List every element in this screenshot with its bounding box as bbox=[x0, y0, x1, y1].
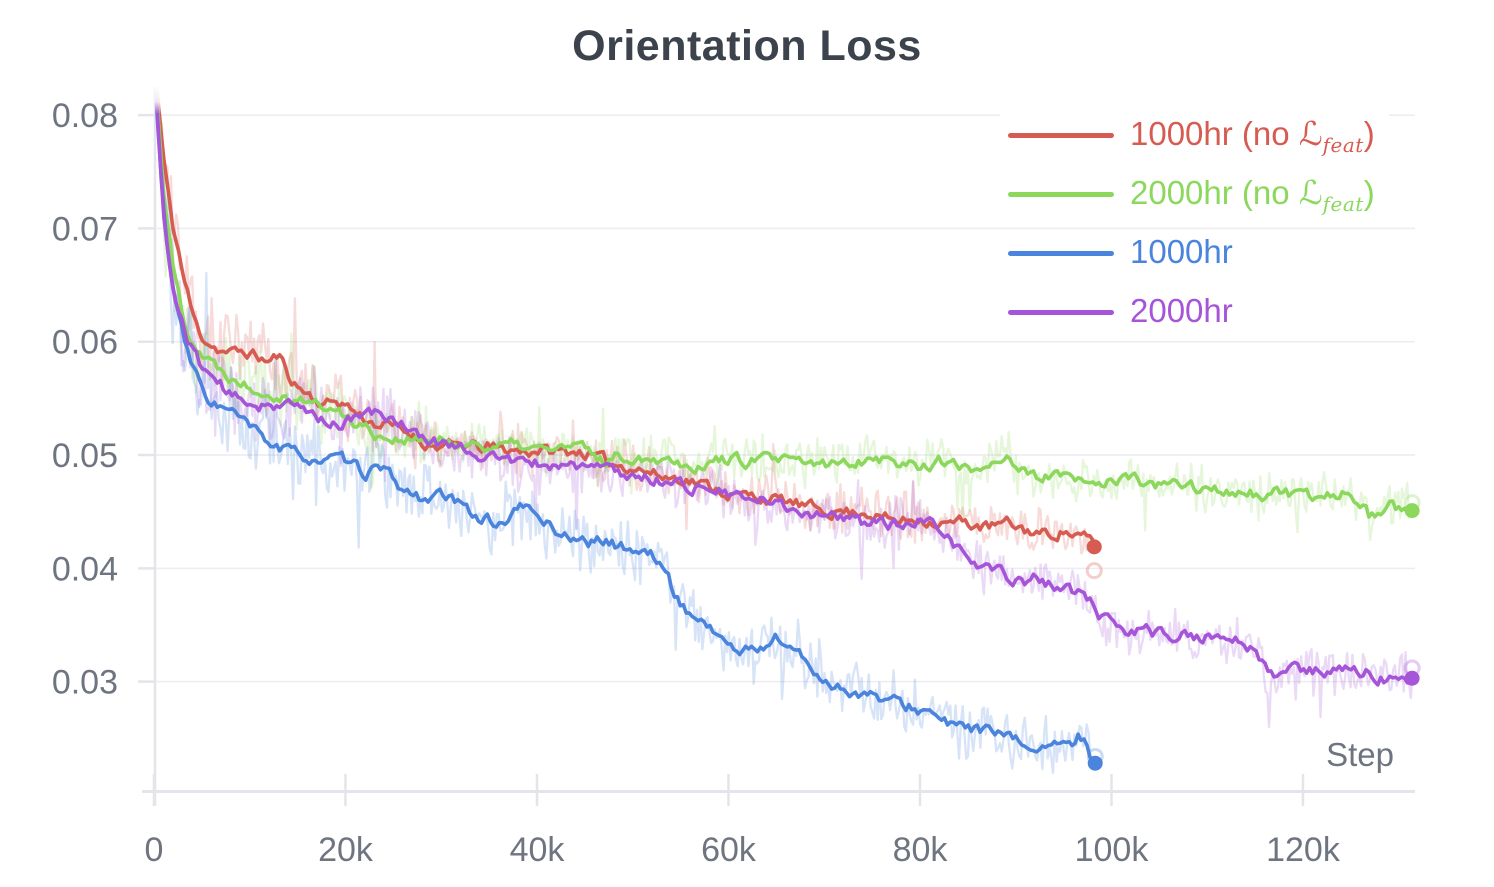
legend-item-1000hr[interactable]: 1000hr bbox=[1000, 230, 1247, 277]
legend-item-2000hr[interactable]: 2000hr bbox=[1000, 289, 1247, 336]
endpoint-dot bbox=[1087, 755, 1103, 771]
endpoint-dot bbox=[1086, 539, 1102, 555]
x-tick-label: 40k bbox=[510, 831, 566, 869]
series-group bbox=[154, 86, 1414, 774]
y-tick-label: 0.06 bbox=[52, 324, 118, 362]
x-axis-label: Step bbox=[1326, 736, 1394, 773]
raw-trace-1000hr-no-l-feat- bbox=[155, 86, 1096, 555]
legend-item-label: 2000hr (no ℒfeat) bbox=[1130, 173, 1375, 216]
legend-swatch-line bbox=[1008, 310, 1114, 315]
series-line-1000hr-no-l-feat- bbox=[155, 86, 1096, 549]
x-tick-label: 0 bbox=[145, 831, 164, 869]
legend-swatch-line bbox=[1008, 251, 1114, 256]
chart-title: Orientation Loss bbox=[572, 22, 922, 70]
x-tick-label: 80k bbox=[893, 831, 949, 869]
plot-top-fade bbox=[154, 86, 1415, 114]
raw-trace-1000hr bbox=[154, 86, 1097, 774]
series-line-2000hr bbox=[154, 86, 1414, 687]
math-subscript: feat bbox=[1322, 133, 1364, 157]
script-l-glyph: ℒ bbox=[1298, 173, 1323, 212]
y-tick-label: 0.05 bbox=[52, 437, 118, 475]
legend-swatch-line bbox=[1008, 192, 1114, 197]
y-tick-label: 0.08 bbox=[52, 97, 118, 135]
y-tick-label: 0.03 bbox=[52, 664, 118, 702]
endpoint-dot bbox=[1404, 670, 1420, 686]
y-tick-label: 0.04 bbox=[52, 550, 118, 588]
legend-item-1000hr-no-feat[interactable]: 1000hr (no ℒfeat) bbox=[1000, 112, 1389, 159]
x-tick-label: 60k bbox=[701, 831, 757, 869]
endpoint-dot bbox=[1404, 503, 1420, 519]
script-l-glyph: ℒ bbox=[1298, 114, 1323, 153]
math-subscript: feat bbox=[1322, 192, 1364, 216]
legend-item-label: 1000hr bbox=[1130, 233, 1233, 270]
y-tick-label: 0.07 bbox=[52, 210, 118, 248]
legend-item-label: 1000hr (no ℒfeat) bbox=[1130, 114, 1375, 157]
x-tick-label: 20k bbox=[318, 831, 374, 869]
series-line-1000hr bbox=[154, 86, 1097, 766]
endpoint-raw-ring bbox=[1085, 562, 1103, 580]
series-line-2000hr-no-l-feat- bbox=[154, 86, 1414, 519]
x-tick-label: 100k bbox=[1075, 831, 1150, 869]
legend-item-label: 2000hr bbox=[1130, 292, 1233, 329]
x-tick-label: 120k bbox=[1266, 831, 1341, 869]
legend: 1000hr (no ℒfeat) 2000hr (no ℒfeat) 1000… bbox=[1000, 112, 1389, 336]
legend-swatch-line bbox=[1008, 133, 1114, 138]
legend-item-2000hr-no-feat[interactable]: 2000hr (no ℒfeat) bbox=[1000, 171, 1389, 218]
